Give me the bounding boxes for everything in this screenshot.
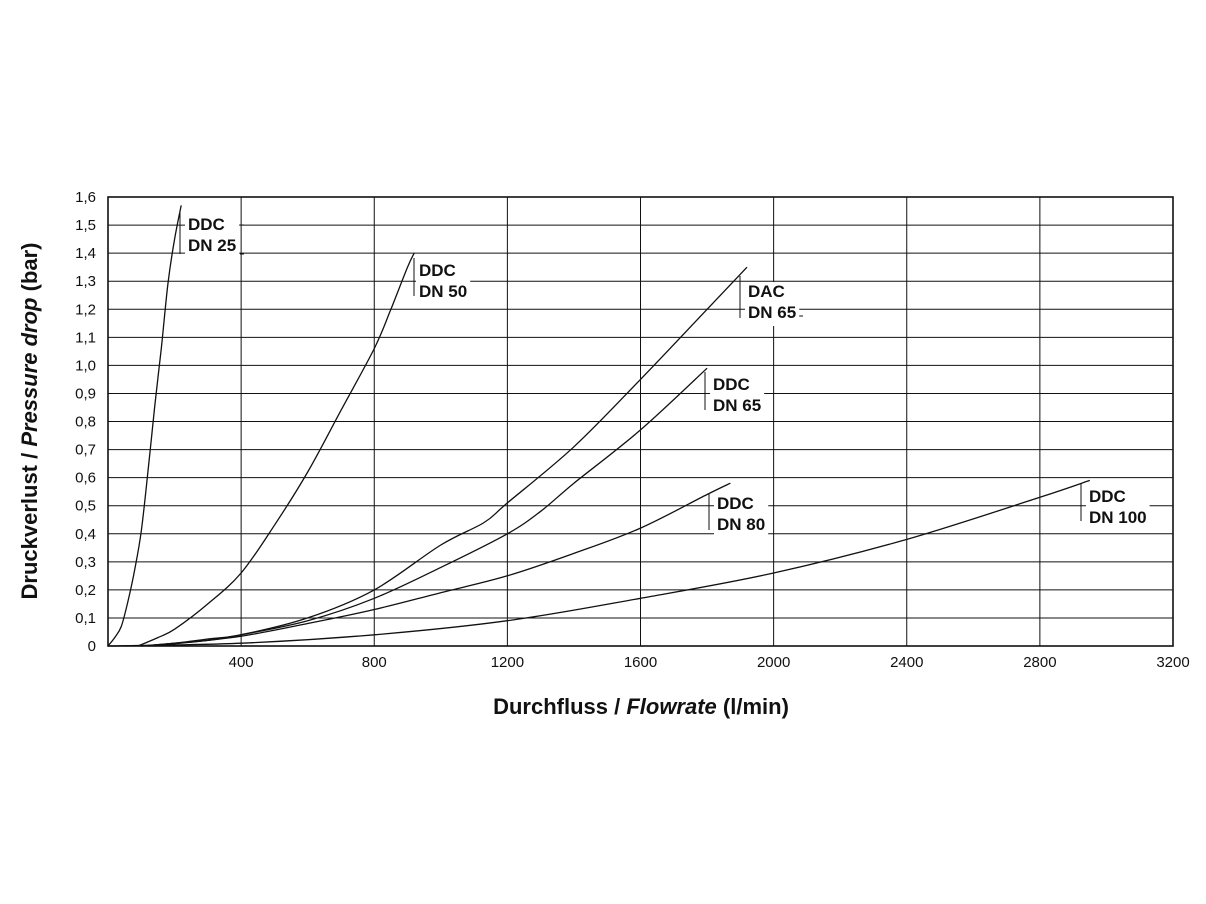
series-label-ddc-dn50-line1: DDC <box>419 261 456 280</box>
x-tick-label: 2400 <box>890 654 923 671</box>
y-tick-label: 1,2 <box>75 301 96 318</box>
chart-tick-labels: 0 0,1 0,2 0,3 0,4 0,5 0,6 0,7 0,8 0,9 1,0 1,1 1,2 1,3… <box>75 189 1190 671</box>
series-label-ddc-dn50-line2: DN 50 <box>419 282 467 301</box>
y-tick-label: 1,5 <box>75 217 96 234</box>
y-tick-label: 0,7 <box>75 442 96 459</box>
series-label-ddc-dn25-line2: DN 25 <box>188 236 236 255</box>
chart-curves <box>107 205 1091 647</box>
y-axis-title-plain: Druckverlust / <box>17 447 42 600</box>
label-bg-ddc-dn65 <box>710 375 765 419</box>
x-tick-label: 3200 <box>1156 654 1189 671</box>
y-tick-label: 1,6 <box>75 189 96 206</box>
x-axis-title: Durchfluss / Flowrate (l/min) <box>493 694 789 719</box>
series-line-ddc-dn100 <box>107 479 1091 647</box>
series-label-ddc-dn100-line1: DDC <box>1089 487 1126 506</box>
chart-grid <box>108 197 1173 646</box>
y-tick-label: 1,1 <box>75 329 96 346</box>
y-tick-label: 1,4 <box>75 245 96 262</box>
y-axis-title-italic: Pressure drop <box>17 297 42 446</box>
x-axis-title-unit: (l/min) <box>717 694 789 719</box>
series-label-ddc-dn65-line2: DN 65 <box>713 396 761 415</box>
x-tick-label: 2800 <box>1023 654 1056 671</box>
y-tick-label: 1,0 <box>75 357 96 374</box>
y-tick-label: 0,9 <box>75 385 96 402</box>
y-axis-title: Druckverlust / Pressure drop (bar) <box>17 242 42 599</box>
chart-curve-labels: DDC DN 25 DDC DN 50 DAC DN 65 DDC DN 65 DDC DN 80… <box>185 215 1150 538</box>
label-bg-ddc-dn100 <box>1086 487 1150 531</box>
y-axis-title-unit: (bar) <box>17 242 42 297</box>
y-tick-label: 0,8 <box>75 414 96 431</box>
series-label-ddc-dn80-line1: DDC <box>717 494 754 513</box>
label-bg-ddc-dn50 <box>416 261 471 305</box>
x-axis-title-italic: Flowrate <box>626 694 716 719</box>
x-tick-label: 1200 <box>491 654 524 671</box>
series-line-ddc-dn50 <box>137 252 415 647</box>
y-tick-label: 0,4 <box>75 526 96 543</box>
y-tick-label: 0,6 <box>75 470 96 487</box>
y-tick-label: 0,5 <box>75 498 96 515</box>
series-label-dac-dn65-line2: DN 65 <box>748 303 796 322</box>
y-tick-label: 0,2 <box>75 582 96 599</box>
series-line-dac-dn65 <box>141 266 748 647</box>
x-tick-label: 2000 <box>757 654 790 671</box>
plot-frame <box>107 196 1174 647</box>
series-label-ddc-dn65-line1: DDC <box>713 375 750 394</box>
series-line-ddc-dn65 <box>141 367 708 647</box>
series-line-ddc-dn25 <box>107 205 182 647</box>
x-tick-label: 800 <box>362 654 387 671</box>
y-tick-label: 0 <box>88 638 96 655</box>
y-tick-label: 1,3 <box>75 273 96 290</box>
y-tick-label: 0,3 <box>75 554 96 571</box>
label-bg-dac-dn65 <box>745 282 800 326</box>
series-label-dac-dn65-line1: DAC <box>748 282 785 301</box>
x-axis-title-plain: Durchfluss / <box>493 694 626 719</box>
series-label-ddc-dn80-line2: DN 80 <box>717 515 765 534</box>
label-bg-ddc-dn80 <box>714 494 769 538</box>
series-line-ddc-dn80 <box>141 482 731 647</box>
x-tick-label: 1600 <box>624 654 657 671</box>
series-label-ddc-dn100-line2: DN 100 <box>1089 508 1147 527</box>
y-tick-label: 0,1 <box>75 610 96 627</box>
series-label-ddc-dn25-line1: DDC <box>188 215 225 234</box>
x-tick-label: 400 <box>229 654 254 671</box>
chart-label-leaders <box>179 212 1082 530</box>
label-bg-ddc-dn25 <box>185 215 240 259</box>
